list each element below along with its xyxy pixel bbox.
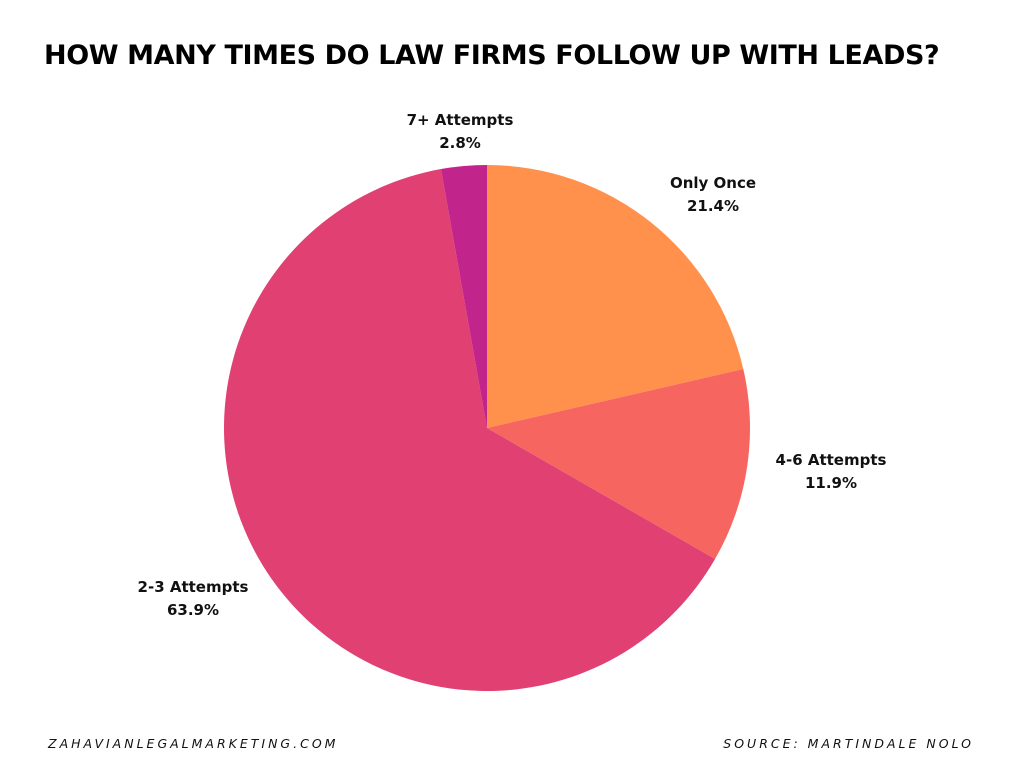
slice-value-2-3-attempts: 63.9%: [167, 601, 219, 619]
pie-labels: Only Once 21.4% 4-6 Attempts 11.9% 2-3 Attem…: [138, 111, 887, 619]
slice-label-2-3-attempts: 2-3 Attempts: [138, 578, 249, 596]
chart-title: HOW MANY TIMES DO LAW FIRMS FOLLOW UP WI…: [44, 40, 940, 71]
slice-value-only-once: 21.4%: [687, 197, 739, 215]
slice-label-only-once: Only Once: [670, 174, 756, 192]
slice-label-7-attempts: 7+ Attempts: [407, 111, 514, 129]
pie-slice-7-attempts: [440, 165, 487, 428]
pie-slices: [223, 165, 750, 692]
slice-value-4-6-attempts: 11.9%: [805, 474, 857, 492]
slice-value-7-attempts: 2.8%: [439, 134, 481, 152]
footer-source: SOURCE: MARTINDALE NOLO: [723, 736, 974, 751]
slice-label-4-6-attempts: 4-6 Attempts: [776, 451, 887, 469]
pie-slice-only-once: [487, 165, 744, 428]
pie-slice-2-3-attempts: [223, 169, 716, 692]
footer-website: ZAHAVIANLEGALMARKETING.COM: [48, 736, 339, 751]
pie-slice-4-6-attempts: [487, 369, 750, 560]
